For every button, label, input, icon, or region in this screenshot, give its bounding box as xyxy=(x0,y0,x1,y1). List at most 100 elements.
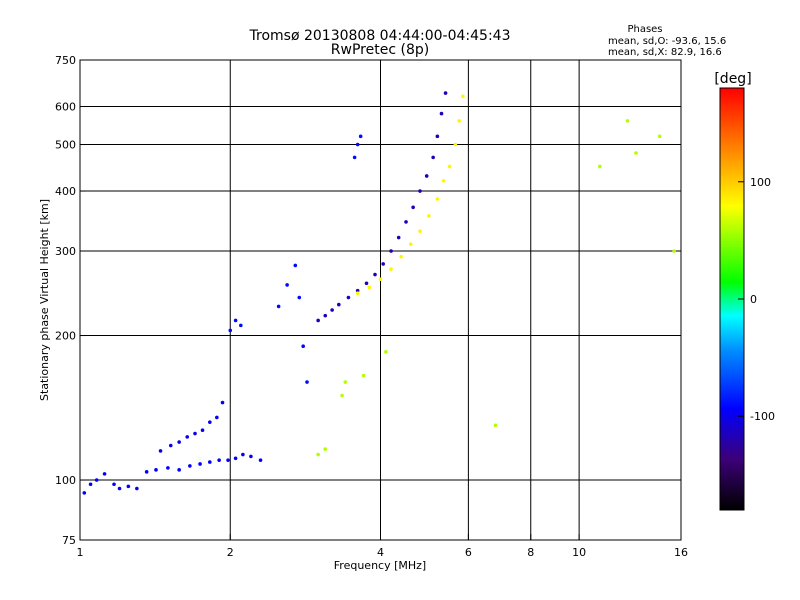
y-tick-label: 300 xyxy=(55,245,76,258)
x-tick-label: 4 xyxy=(377,546,384,559)
y-tick-label: 100 xyxy=(55,474,76,487)
data-point xyxy=(634,151,638,155)
data-point xyxy=(239,323,243,328)
data-point xyxy=(305,380,309,384)
data-point xyxy=(381,262,385,266)
x-axis-ticks: 1 2 4 6 8 10 16 xyxy=(77,534,688,559)
data-point xyxy=(301,344,305,349)
data-point xyxy=(276,304,281,309)
chart-title: Tromsø 20130808 04:44:00-04:45:43 xyxy=(249,28,511,44)
y-tick-label: 200 xyxy=(55,330,76,343)
y-tick-label: 500 xyxy=(55,139,76,152)
data-point xyxy=(427,214,431,218)
data-point xyxy=(177,468,181,472)
data-point xyxy=(208,460,212,464)
x-tick-label: 1 xyxy=(77,546,84,559)
data-point xyxy=(431,155,435,160)
data-point xyxy=(389,267,393,271)
data-point xyxy=(389,249,393,253)
data-point xyxy=(316,318,320,323)
colorbar-label: [deg] xyxy=(714,71,751,87)
data-point xyxy=(457,119,461,123)
data-point xyxy=(193,431,197,436)
data-point xyxy=(439,111,444,116)
colorbar-tick-label: 0 xyxy=(750,293,757,306)
data-point xyxy=(117,486,122,491)
data-point xyxy=(258,458,263,462)
data-point xyxy=(154,468,158,472)
data-point xyxy=(316,452,320,457)
data-point xyxy=(355,291,360,296)
data-point xyxy=(461,94,465,99)
data-point xyxy=(441,179,446,183)
data-point xyxy=(399,254,403,259)
legend-line-x: mean, sd,X: 82.9, 16.6 xyxy=(608,47,722,58)
data-point xyxy=(217,458,221,462)
colorbar-tick-label: -100 xyxy=(750,410,775,423)
data-point xyxy=(198,462,202,466)
data-point xyxy=(378,277,383,282)
data-point xyxy=(384,349,388,354)
data-point xyxy=(340,393,344,398)
data-point xyxy=(358,134,363,139)
data-point xyxy=(367,285,372,290)
data-point xyxy=(453,142,458,147)
data-point xyxy=(241,452,245,457)
data-point xyxy=(177,440,181,444)
x-tick-label: 16 xyxy=(674,546,688,559)
data-point xyxy=(625,119,630,123)
data-point xyxy=(135,486,139,491)
data-point xyxy=(112,482,116,487)
grid-lines xyxy=(80,60,681,540)
data-point xyxy=(208,420,212,424)
data-point xyxy=(672,249,676,253)
data-point xyxy=(233,318,238,323)
x-tick-label: 6 xyxy=(465,546,472,559)
data-point xyxy=(94,478,99,482)
data-point xyxy=(424,174,429,178)
data-point xyxy=(293,263,298,268)
data-point xyxy=(373,272,377,277)
data-point xyxy=(228,328,233,333)
data-point xyxy=(355,288,360,293)
y-tick-label: 75 xyxy=(62,534,76,547)
y-tick-label: 400 xyxy=(55,185,76,198)
data-point xyxy=(102,472,107,476)
data-point xyxy=(168,443,173,448)
data-point xyxy=(233,456,238,461)
data-point xyxy=(166,466,170,470)
data-point xyxy=(408,242,413,246)
data-point xyxy=(435,134,440,139)
data-point xyxy=(404,220,408,224)
data-point xyxy=(126,484,131,489)
data-point xyxy=(396,235,401,240)
y-axis-label: Stationary phase Virtual Height [km] xyxy=(38,199,51,401)
data-point xyxy=(364,281,369,286)
legend-title: Phases xyxy=(627,24,662,35)
data-point xyxy=(249,454,253,459)
data-point xyxy=(418,229,422,233)
data-point xyxy=(597,164,602,169)
y-tick-label: 600 xyxy=(55,101,76,114)
data-point xyxy=(493,423,498,428)
legend-line-o: mean, sd,O: -93.6, 15.6 xyxy=(608,36,726,47)
x-tick-label: 2 xyxy=(227,546,234,559)
data-point xyxy=(418,189,422,193)
data-point xyxy=(200,428,205,433)
data-point xyxy=(447,164,452,169)
data-point xyxy=(226,458,230,462)
data-point xyxy=(158,449,163,453)
data-point xyxy=(88,482,93,487)
data-point xyxy=(435,197,440,201)
data-point xyxy=(337,302,341,307)
data-point xyxy=(323,447,328,451)
data-point xyxy=(220,400,225,405)
data-point xyxy=(323,313,328,318)
y-tick-label: 750 xyxy=(55,54,76,67)
chart-subtitle: RwPretec (8p) xyxy=(331,42,429,58)
data-point xyxy=(411,205,415,210)
data-point xyxy=(297,295,302,300)
colorbar-ticks: 100 0 -100 xyxy=(738,176,775,423)
data-point xyxy=(285,283,289,287)
